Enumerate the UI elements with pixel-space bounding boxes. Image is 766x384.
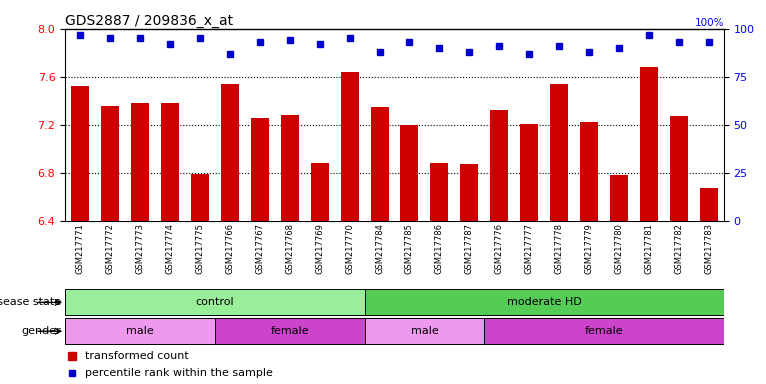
Bar (311, 163, 329, 221)
Text: GSM217786: GSM217786 (435, 223, 444, 274)
Text: female: female (584, 326, 624, 336)
Text: GSM217782: GSM217782 (674, 223, 683, 274)
Text: GSM217773: GSM217773 (136, 223, 145, 274)
Text: GSM217783: GSM217783 (705, 223, 713, 274)
Text: GSM217780: GSM217780 (614, 223, 624, 274)
Text: moderate HD: moderate HD (507, 297, 581, 308)
Text: GSM217787: GSM217787 (465, 223, 474, 274)
Bar (484, 318, 724, 344)
Bar (214, 318, 365, 344)
Bar (191, 174, 209, 221)
Text: GSM217772: GSM217772 (106, 223, 115, 274)
Text: 100%: 100% (694, 18, 724, 28)
Text: GSM217779: GSM217779 (584, 223, 594, 274)
Text: GSM217781: GSM217781 (644, 223, 653, 274)
Text: transformed count: transformed count (85, 351, 188, 361)
Bar (161, 103, 179, 221)
Bar (430, 163, 448, 221)
Bar (550, 84, 568, 221)
Text: male: male (126, 326, 154, 336)
Bar (365, 290, 724, 315)
Text: female: female (270, 326, 309, 336)
Text: GSM217776: GSM217776 (495, 223, 504, 274)
Bar (65, 290, 365, 315)
Bar (371, 107, 388, 221)
Text: GSM217784: GSM217784 (375, 223, 384, 274)
Text: GSM217775: GSM217775 (195, 223, 205, 274)
Bar (250, 118, 269, 221)
Text: GSM217767: GSM217767 (255, 223, 264, 274)
Bar (610, 175, 628, 221)
Text: GSM217769: GSM217769 (315, 223, 324, 274)
Bar (460, 164, 478, 221)
Bar (401, 125, 418, 221)
Bar (341, 72, 358, 221)
Text: GSM217771: GSM217771 (76, 223, 84, 274)
Bar (670, 116, 688, 221)
Text: disease state: disease state (0, 297, 61, 308)
Bar (365, 318, 484, 344)
Bar (221, 84, 239, 221)
Bar (131, 103, 149, 221)
Text: GSM217785: GSM217785 (405, 223, 414, 274)
Bar (700, 189, 718, 221)
Text: GSM217777: GSM217777 (525, 223, 534, 274)
Bar (280, 115, 299, 221)
Text: control: control (195, 297, 234, 308)
Text: gender: gender (21, 326, 61, 336)
Bar (490, 110, 509, 221)
Bar (580, 122, 598, 221)
Bar (101, 106, 119, 221)
Text: GSM217770: GSM217770 (345, 223, 354, 274)
Bar (65, 318, 214, 344)
Text: male: male (411, 326, 438, 336)
Text: GDS2887 / 209836_x_at: GDS2887 / 209836_x_at (65, 14, 233, 28)
Text: percentile rank within the sample: percentile rank within the sample (85, 368, 273, 378)
Text: GSM217766: GSM217766 (225, 223, 234, 274)
Text: GSM217778: GSM217778 (555, 223, 564, 274)
Bar (520, 124, 538, 221)
Text: GSM217768: GSM217768 (285, 223, 294, 274)
Text: GSM217774: GSM217774 (165, 223, 175, 274)
Bar (71, 86, 89, 221)
Bar (640, 67, 658, 221)
